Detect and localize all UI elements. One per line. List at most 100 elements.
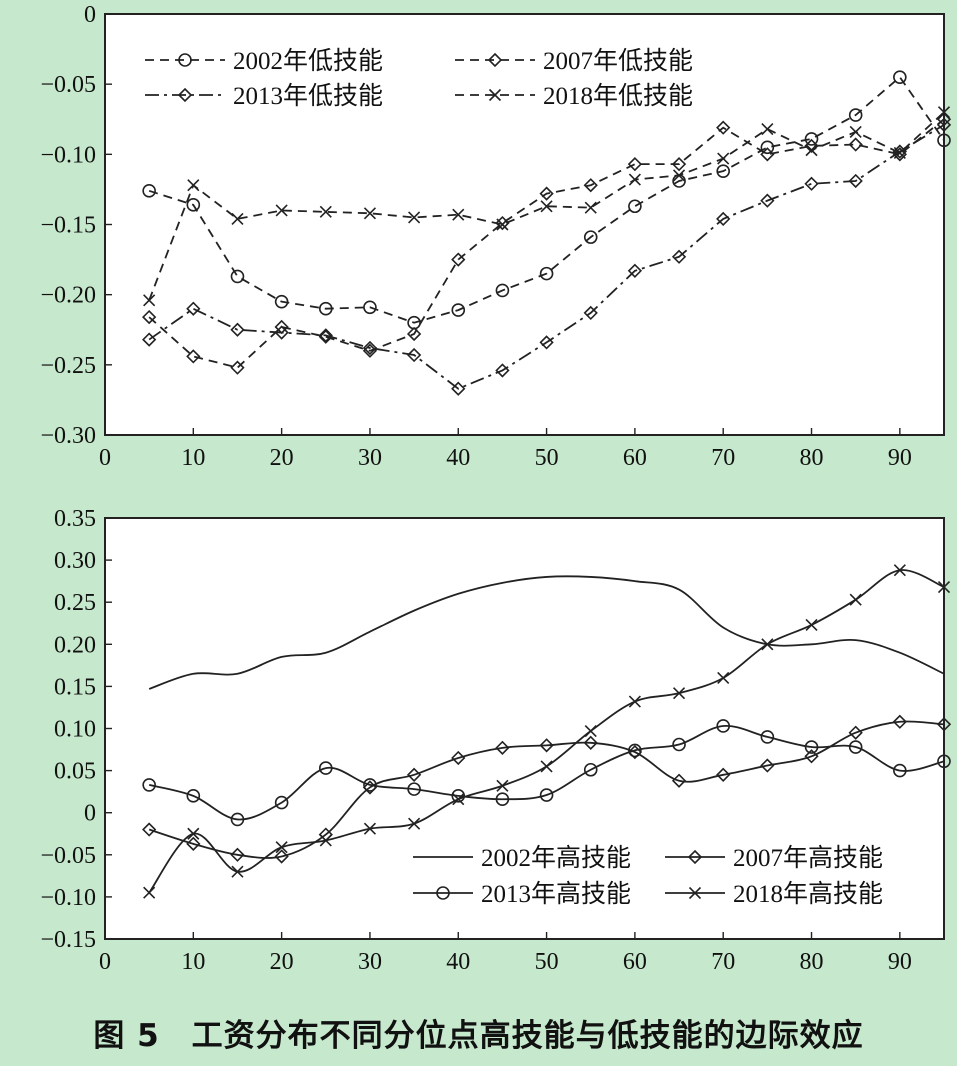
data-point (805, 618, 818, 631)
low-skill-chart: 0 10 20 30 40 50 60 70 80 90 0 −0.05 −0.10 −0.15 −0.20… (40, 2, 952, 471)
data-point (363, 822, 377, 835)
data-point (539, 266, 554, 281)
data-point (848, 108, 863, 122)
y-tick-label: −0.15 (40, 927, 96, 953)
data-point (848, 137, 863, 152)
x-tick-label: 40 (446, 949, 470, 975)
legend-label: 2013年低技能 (233, 82, 383, 110)
figure-caption: 图 5 工资分布不同分位点高技能与低技能的边际效应 (93, 1018, 864, 1054)
data-point (627, 263, 643, 278)
data-point (628, 173, 641, 186)
data-point (760, 147, 775, 162)
legend-label: 2018年低技能 (543, 82, 693, 110)
data-point (849, 125, 862, 138)
data-point (672, 687, 686, 700)
series-line (148, 118, 945, 369)
data-point (848, 725, 863, 740)
y-tick-label: −0.10 (40, 142, 96, 168)
data-point (495, 283, 510, 298)
legend-label: 2018年高技能 (733, 880, 883, 908)
x-axis: 0 10 20 30 40 50 60 70 80 90 (99, 428, 912, 471)
series-3 (142, 719, 951, 827)
data-point (318, 328, 333, 343)
plot-frame (104, 13, 945, 436)
x-tick-label: 10 (181, 949, 205, 975)
y-tick-label: 0 (84, 2, 96, 28)
x-tick-label: 80 (800, 949, 824, 975)
data-point (804, 132, 819, 146)
legend-marker (436, 886, 450, 900)
data-point (540, 200, 553, 213)
x-tick-label: 50 (535, 949, 559, 975)
data-point (187, 179, 200, 192)
x-tick-label: 60 (623, 445, 647, 471)
legend: 2002年高技能 2007年高技能 2013年高技能 2018年高技能 (413, 844, 883, 908)
data-point (142, 309, 157, 325)
data-point (495, 740, 510, 755)
data-point (451, 303, 466, 317)
data-point (143, 294, 156, 307)
data-point (452, 208, 465, 221)
x-tick-label: 30 (358, 445, 382, 471)
y-axis: 0 −0.05 −0.10 −0.15 −0.20 −0.25 −0.30 (40, 2, 112, 449)
y-tick-label: 0.15 (54, 674, 96, 700)
legend-marker (487, 52, 503, 68)
data-point (760, 758, 775, 773)
data-point (318, 329, 333, 344)
data-point (186, 789, 201, 803)
y-tick-label: 0.05 (54, 759, 96, 785)
data-point (628, 199, 642, 214)
data-point (804, 138, 819, 154)
data-point (186, 301, 201, 316)
x-tick-label: 0 (99, 949, 111, 975)
data-point (584, 201, 597, 214)
x-tick-label: 10 (181, 445, 205, 471)
data-point (408, 817, 421, 830)
series-2 (142, 112, 952, 375)
data-point (540, 760, 553, 773)
data-point (495, 363, 510, 378)
data-point (672, 737, 686, 752)
data-point (451, 750, 466, 766)
x-tick-label: 90 (888, 445, 912, 471)
x-tick-label: 80 (800, 445, 824, 471)
data-point (187, 827, 200, 840)
data-point (495, 792, 510, 807)
data-point (406, 347, 422, 363)
legend-entry: 2018年低技能 (455, 82, 693, 110)
data-point (274, 294, 289, 309)
data-point (231, 212, 244, 225)
legend-label: 2007年高技能 (733, 844, 883, 872)
data-point (627, 157, 643, 172)
y-tick-label: −0.25 (40, 353, 96, 379)
data-point (363, 778, 377, 792)
data-point (451, 252, 466, 267)
series-line (148, 725, 945, 821)
legend-label: 2002年高技能 (481, 844, 631, 872)
data-point (318, 301, 333, 316)
x-tick-label: 40 (446, 445, 470, 471)
data-point (362, 340, 378, 356)
legend-label: 2007年低技能 (543, 47, 693, 75)
data-point (363, 207, 377, 220)
high-skill-chart: 0 10 20 30 40 50 60 70 80 900.350.300.250.200.150… (40, 506, 952, 975)
data-point (319, 834, 332, 847)
legend-marker (488, 88, 502, 102)
data-point (892, 714, 907, 729)
y-tick-label: 0.20 (54, 632, 96, 658)
data-point (805, 144, 818, 157)
legend: 2002年低技能 2007年低技能 2013年低技能 2018年低技能 (145, 47, 693, 110)
data-point (716, 767, 731, 782)
series-1 (142, 70, 951, 330)
y-tick-label: −0.30 (40, 423, 96, 449)
legend-label: 2013年高技能 (481, 880, 631, 908)
data-point (539, 335, 554, 350)
data-point (274, 795, 289, 810)
x-tick-label: 20 (270, 949, 294, 975)
data-point (407, 782, 421, 796)
x-tick-label: 30 (358, 949, 382, 975)
data-point (716, 719, 731, 733)
legend-entry: 2013年高技能 (413, 880, 631, 908)
data-point (893, 146, 906, 159)
data-point (583, 762, 598, 777)
